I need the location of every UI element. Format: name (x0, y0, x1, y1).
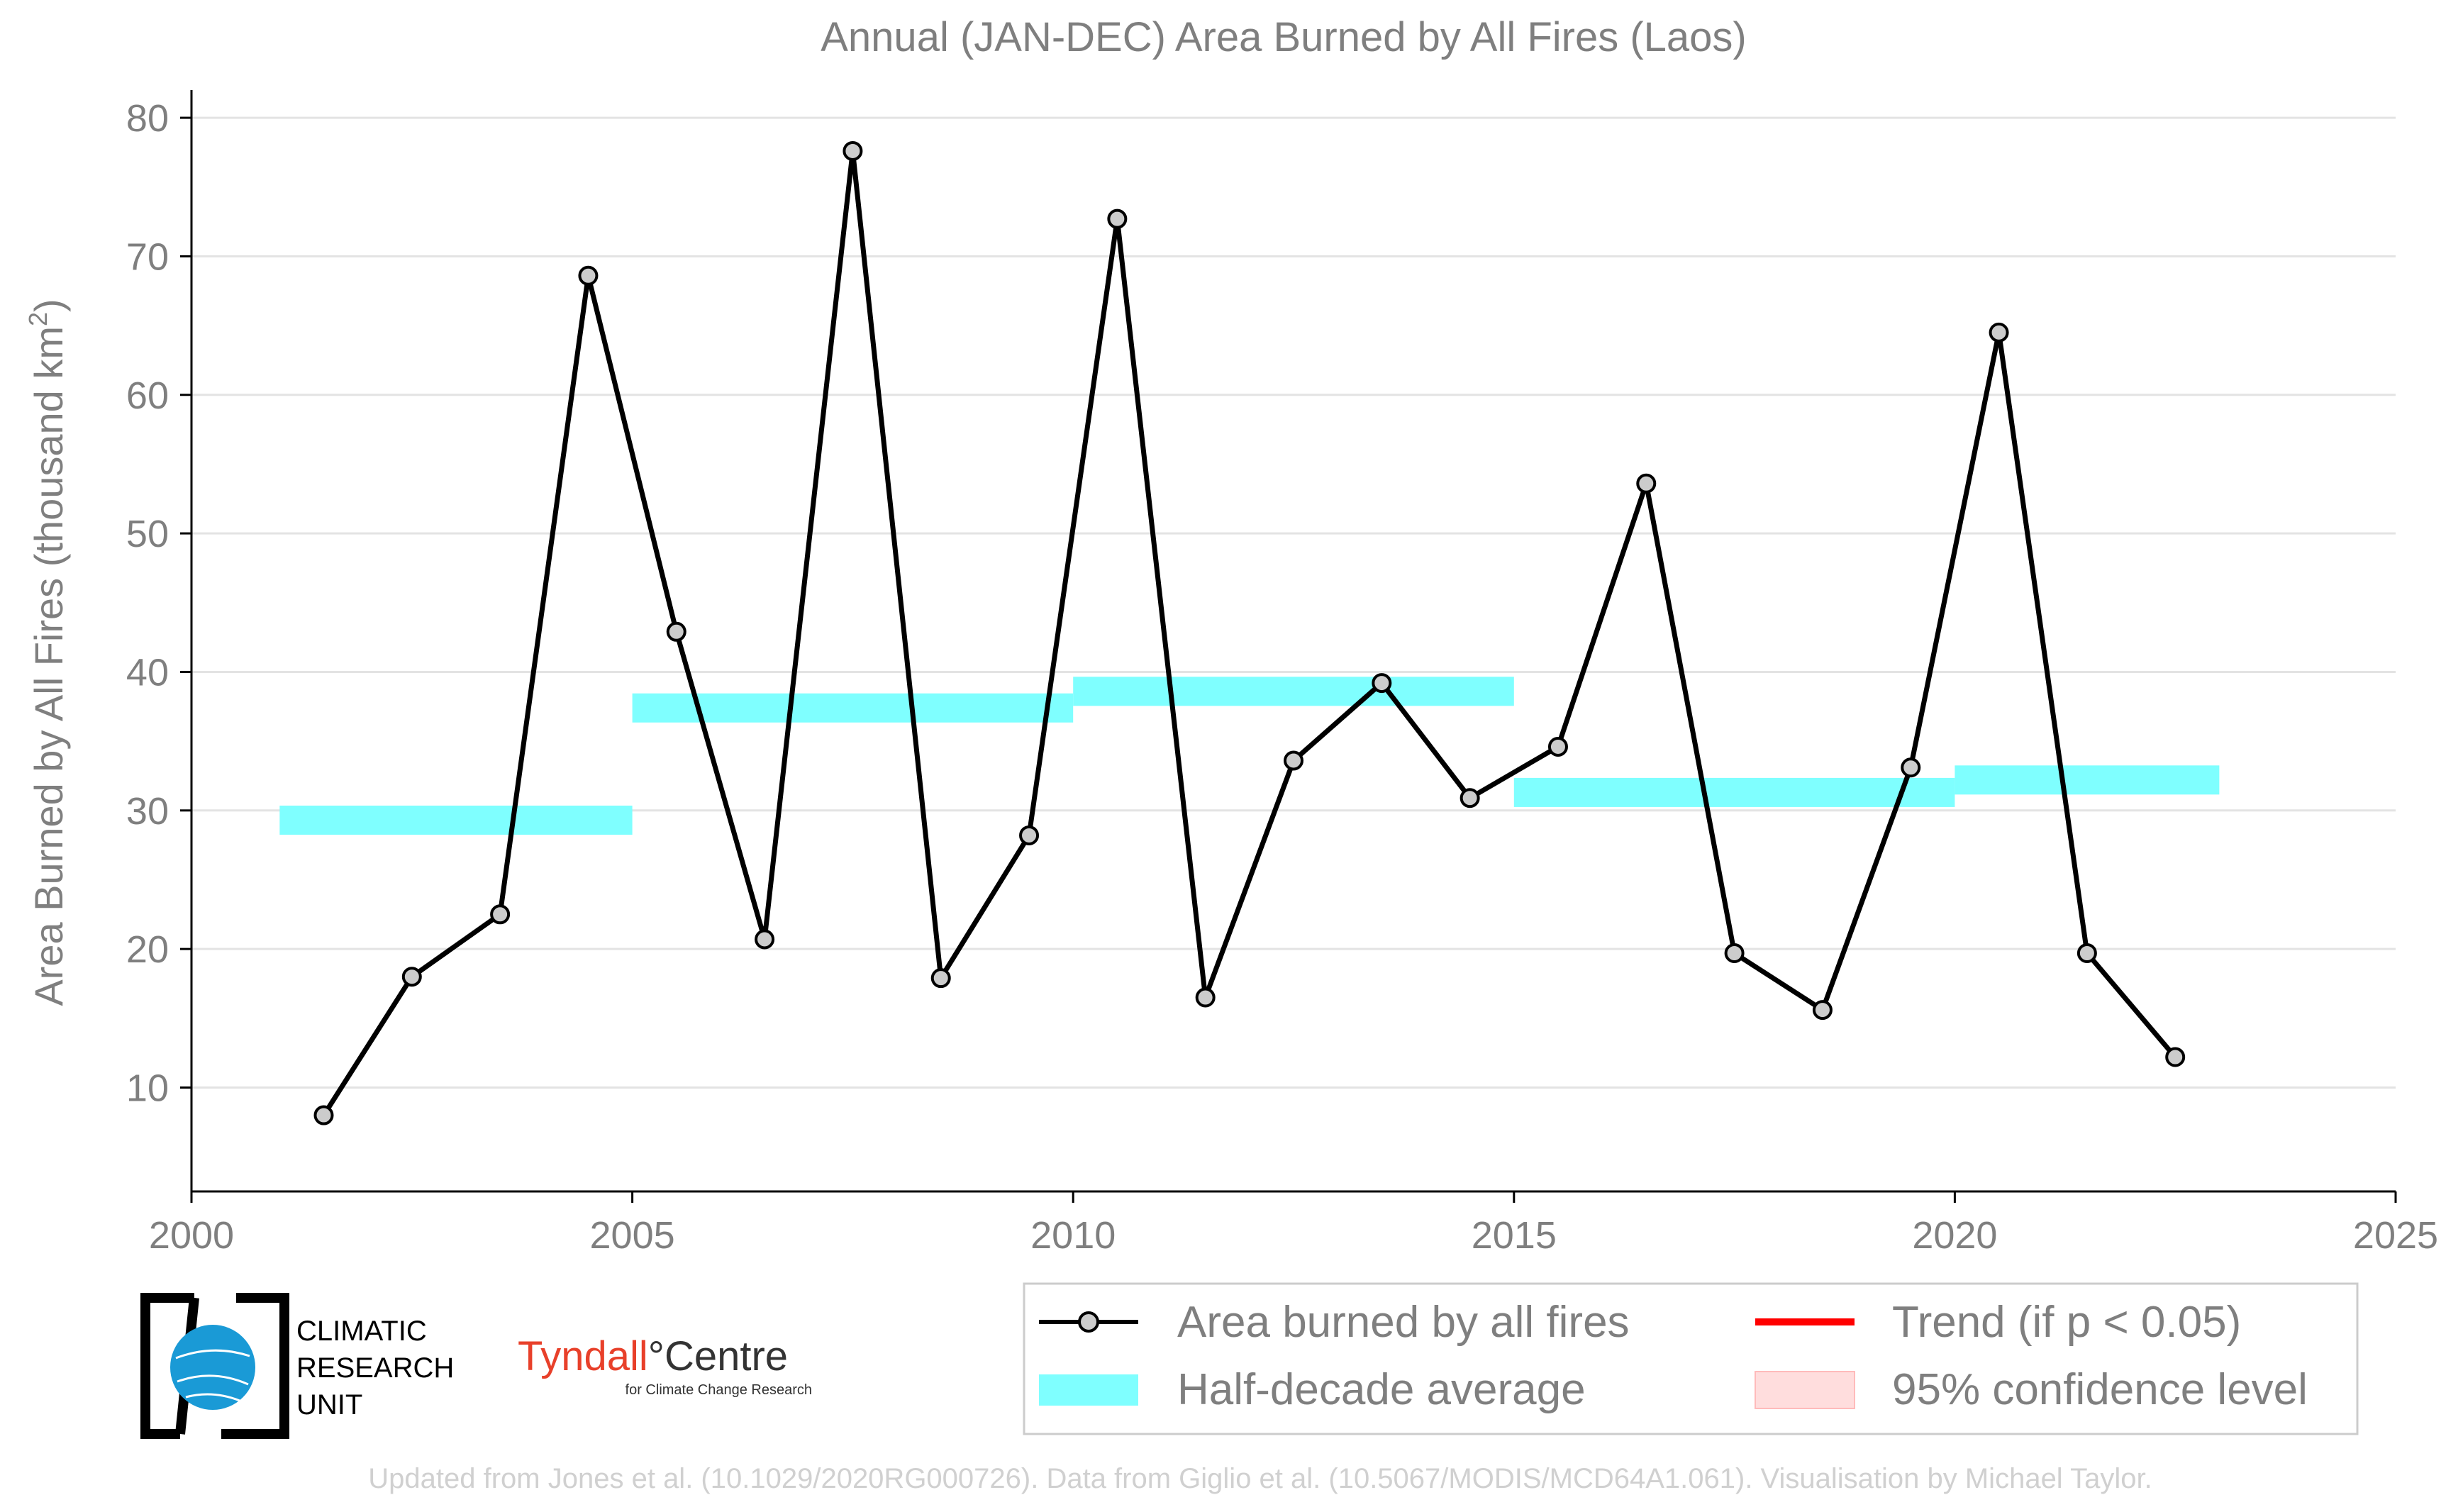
data-point-2 (490, 904, 511, 925)
legend-label-confidence: 95% confidence level (1892, 1365, 2308, 1414)
x-tick-label-2005: 2005 (590, 1214, 675, 1257)
chart-title: Annual (JAN-DEC) Area Burned by All Fire… (821, 14, 1747, 60)
data-point-12 (1372, 673, 1392, 694)
cru-text-line-1: CLIMATIC (296, 1316, 427, 1347)
half-decade-bar-3 (1513, 777, 1955, 807)
legend: Area burned by all fires Trend (if p < 0… (1023, 1282, 2359, 1435)
data-point-11 (1284, 750, 1303, 771)
gridlines (191, 116, 2396, 1089)
cru-bracket-right (221, 1293, 289, 1439)
data-point-0 (313, 1105, 334, 1125)
y-tick-label-20: 20 (126, 928, 169, 971)
x-tick-label-2025: 2025 (2353, 1214, 2438, 1257)
data-point-16 (1724, 943, 1745, 964)
y-tick-label-10: 10 (126, 1067, 169, 1109)
half-decade-bar-1 (632, 693, 1074, 723)
tyndall-centre-text: °Centre (648, 1333, 788, 1379)
data-point-13 (1460, 788, 1480, 808)
data-point-8 (1019, 825, 1040, 845)
y-tick-label-60: 60 (126, 374, 169, 417)
y-axis-label-close: ) (26, 299, 71, 312)
data-point-4 (666, 621, 686, 642)
half-decade-bar-4 (1955, 765, 2220, 795)
legend-swatch-half-decade (1039, 1374, 1138, 1406)
tyndall-main-text: Tyndall (518, 1333, 648, 1379)
y-tick-label-50: 50 (126, 513, 169, 555)
data-point-17 (1812, 1000, 1833, 1021)
data-point-5 (755, 929, 775, 950)
legend-label-half-decade: Half-decade average (1177, 1365, 1586, 1414)
data-point-14 (1547, 736, 1568, 757)
legend-label-trend: Trend (if p < 0.05) (1892, 1298, 2241, 1347)
cru-logo: CLIMATIC RESEARCH UNIT (140, 1293, 454, 1439)
data-point-15 (1636, 473, 1657, 494)
data-point-9 (1107, 209, 1128, 229)
x-axis: 2000 2005 2010 2015 2020 2025 (149, 1190, 2438, 1257)
x-tick-label-2020: 2020 (1912, 1214, 1997, 1257)
legend-label-area-burned: Area burned by all fires (1177, 1298, 1630, 1347)
half-decade-average-bands (279, 677, 2220, 835)
tyndall-logo: Tyndall°Centre for Climate Change Resear… (518, 1333, 812, 1398)
cru-text-line-3: UNIT (296, 1389, 362, 1421)
legend-frame (1023, 1282, 2359, 1435)
series-area-burned (313, 140, 2186, 1125)
y-tick-label-80: 80 (126, 97, 169, 140)
y-axis-ticks: 10 20 30 40 50 60 70 80 (126, 90, 193, 1191)
legend-marker-area-burned (1078, 1311, 1099, 1333)
x-tick-label-2000: 2000 (149, 1214, 234, 1257)
y-axis-label-superscript: 2 (23, 312, 52, 326)
y-tick-label-30: 30 (126, 790, 169, 833)
cru-globe-icon (170, 1325, 255, 1410)
x-tick-label-2010: 2010 (1030, 1214, 1116, 1257)
data-point-10 (1195, 987, 1216, 1008)
data-point-19 (1989, 322, 2009, 343)
legend-swatch-confidence (1755, 1371, 1855, 1409)
credit-line: Updated from Jones et al. (10.1029/2020R… (368, 1463, 2152, 1494)
y-tick-label-70: 70 (126, 235, 169, 278)
cru-bracket-left (140, 1293, 194, 1439)
data-point-18 (1901, 757, 1921, 778)
data-point-1 (401, 967, 422, 987)
y-tick-label-40: 40 (126, 651, 169, 694)
x-tick-label-2015: 2015 (1472, 1214, 1557, 1257)
y-axis-label: Area Burned by All Fires (thousand km2) (23, 299, 71, 1006)
data-point-20 (2076, 943, 2097, 964)
data-point-7 (930, 968, 951, 989)
series-line (321, 148, 2177, 1117)
tyndall-subtitle: for Climate Change Research (626, 1382, 812, 1398)
data-point-6 (843, 140, 863, 161)
data-point-21 (2165, 1047, 2186, 1067)
cru-text-line-2: RESEARCH (296, 1352, 454, 1384)
half-decade-bar-0 (279, 805, 633, 835)
half-decade-bar-2 (1073, 677, 1514, 706)
data-point-3 (578, 265, 599, 286)
svg-text:Tyndall°Centre: Tyndall°Centre (518, 1333, 788, 1379)
